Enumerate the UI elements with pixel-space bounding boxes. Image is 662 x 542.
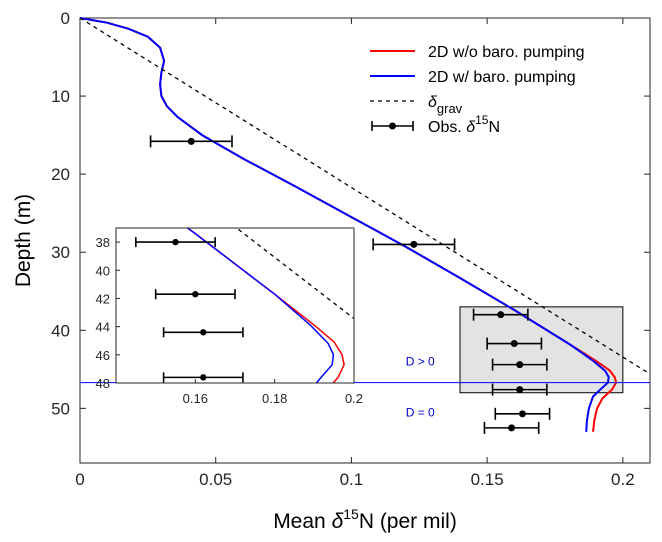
annotation-text: D > 0 <box>406 355 435 369</box>
y-tick-label: 50 <box>51 399 70 418</box>
observation-marker <box>497 311 505 319</box>
main-axes-box <box>79 17 651 464</box>
x-axis-label: Mean δ15N (per mil) <box>273 506 457 533</box>
observation-marker <box>518 410 526 418</box>
inset-y-tick-label: 40 <box>96 263 110 278</box>
legend-label: δgrav <box>428 94 463 116</box>
main-axis-ticks: 0 0.05 0.1 0.15 0.2 0 10 20 30 40 50 <box>51 9 650 489</box>
inset-observation-marker <box>192 291 199 298</box>
inset-x-tick-label: 0.2 <box>345 391 363 406</box>
observation-point <box>491 358 548 371</box>
zoom-region-rect <box>459 306 624 394</box>
legend: 2D w/o baro. pumping 2D w/ baro. pumping δ… <box>370 44 585 136</box>
observation-point <box>494 407 551 420</box>
y-tick-label: 0 <box>61 9 70 28</box>
x-tick-label: 0 <box>75 470 84 489</box>
x-axis-label-rest: N (per mil) <box>359 510 457 533</box>
annotation-text: D = 0 <box>406 405 435 419</box>
inset-axis-ticks: 0.16 0.18 0.2 38 40 42 44 46 48 <box>96 235 364 406</box>
inset-x-tick-label: 0.18 <box>262 391 287 406</box>
observation-point <box>483 421 540 434</box>
inset-series-without-baro <box>186 228 345 383</box>
inset-series-with-baro <box>186 228 335 383</box>
legend-label: Obs. δ15N <box>428 113 500 136</box>
inset-y-tick-label: 42 <box>96 291 110 306</box>
legend-label: 2D w/ baro. pumping <box>428 69 576 86</box>
legend-entry: 2D w/o baro. pumping <box>370 44 585 61</box>
legend-entry: 2D w/ baro. pumping <box>370 69 576 86</box>
inset-observation-point <box>135 237 216 248</box>
inset-frame <box>115 227 355 384</box>
inset-observation-point <box>162 327 244 338</box>
inset-y-tick-label: 38 <box>96 235 110 250</box>
x-tick-label: 0.2 <box>611 470 635 489</box>
inset-x-tick-label: 0.16 <box>183 391 208 406</box>
main-plot: 0 0.05 0.1 0.15 0.2 0 10 20 30 40 50 D > 0 D = 0 <box>51 9 651 489</box>
observation-point <box>472 308 529 321</box>
y-axis-label: Depth (m) <box>12 194 35 287</box>
inset-plot: 0.16 0.18 0.2 38 40 42 44 46 48 <box>96 227 364 406</box>
legend-label-rest: N <box>488 119 500 136</box>
observation-point <box>372 238 456 251</box>
observation-marker <box>410 240 418 248</box>
main-series <box>79 17 651 432</box>
observation-marker <box>516 386 524 394</box>
inset-observation-marker <box>200 329 207 336</box>
x-tick-label: 0.15 <box>471 470 504 489</box>
observation-point <box>149 135 233 148</box>
inset-observation-point <box>154 289 236 300</box>
observation-marker <box>187 137 195 145</box>
inset-background <box>116 228 354 383</box>
inset-observation-marker <box>200 374 207 381</box>
x-axis-label-delta: δ <box>332 510 344 533</box>
legend-entry: Obs. δ15N <box>371 113 500 136</box>
y-tick-label: 30 <box>51 243 70 262</box>
inset-content <box>135 228 354 383</box>
legend-marker <box>389 122 396 130</box>
y-tick-label: 20 <box>51 165 70 184</box>
legend-label-delta: δ <box>466 119 476 136</box>
inset-observation-marker <box>172 238 179 246</box>
x-axis-label-prefix: Mean <box>273 510 331 533</box>
legend-label: 2D w/o baro. pumping <box>428 44 585 61</box>
observation-point <box>486 337 543 350</box>
y-tick-label: 40 <box>51 321 70 340</box>
observation-point <box>491 383 548 396</box>
main-axes-frame <box>79 17 651 464</box>
series-line-with-baro-pumping <box>79 17 610 432</box>
y-tick-label: 10 <box>51 87 70 106</box>
legend-label-sup: 15 <box>475 113 489 127</box>
legend-label-prefix: Obs. <box>428 119 466 136</box>
inset-y-tick-label: 44 <box>96 320 110 335</box>
inset-observation-point <box>162 372 244 383</box>
annotations: D > 0 D = 0 <box>406 355 435 420</box>
x-tick-label: 0.1 <box>340 470 364 489</box>
delta-grav-line <box>79 17 651 375</box>
x-tick-label: 0.05 <box>199 470 232 489</box>
inset-y-tick-label: 46 <box>96 348 110 363</box>
legend-label-sub: grav <box>437 101 463 116</box>
inset-region-box <box>459 306 624 394</box>
observation-marker <box>510 340 518 348</box>
observation-marker <box>516 361 524 369</box>
observation-marker <box>508 424 516 432</box>
inset-y-tick-label: 48 <box>96 376 110 391</box>
x-axis-label-sup: 15 <box>343 506 359 522</box>
legend-entry: δgrav <box>370 94 463 116</box>
legend-label-delta: δ <box>428 94 438 111</box>
main-observations <box>149 135 551 434</box>
